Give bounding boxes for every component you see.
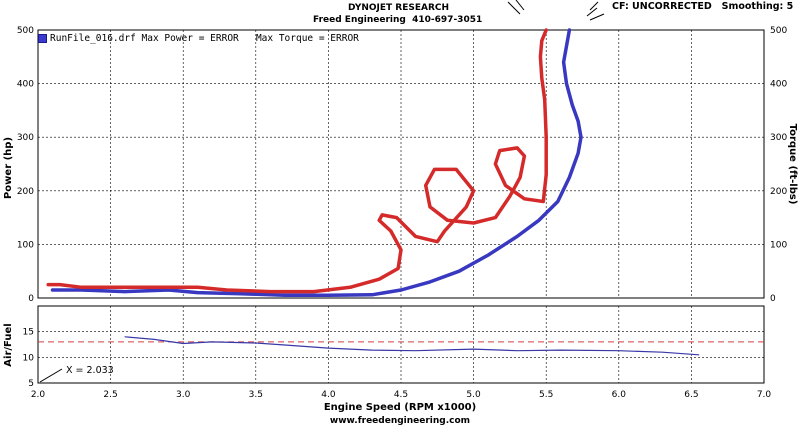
airfuel-tick-label: 10 — [23, 353, 35, 363]
x-axis-label: Engine Speed (RPM x1000) — [324, 402, 476, 413]
series-layer — [38, 28, 764, 383]
main-grid — [38, 30, 764, 298]
y-tick-label-right: 100 — [770, 240, 787, 250]
legend-swatch — [38, 34, 47, 43]
x-tick-label: 2.5 — [103, 390, 117, 400]
footer-url: www.freedengineering.com — [330, 416, 470, 425]
header-settings: CF: UNCORRECTED Smoothing: 5 — [612, 1, 794, 12]
y-tick-label-left: 500 — [17, 26, 34, 36]
axis-ticks: 2.0 2.5 3.0 3.5 4.0 4.5 5.0 5.5 6.0 6.5 7.00100200… — [17, 26, 788, 400]
torque-curve — [46, 28, 548, 294]
x-tick-label: 5.5 — [539, 390, 553, 400]
legend-run-label: RunFile_016.drf Max Power = — [50, 33, 211, 44]
burst-decoration — [507, 0, 605, 21]
y-tick-label-right: 0 — [770, 294, 776, 304]
cursor-line — [39, 368, 63, 383]
y-tick-label-left: 200 — [17, 187, 34, 197]
y-tick-label-left: 400 — [17, 80, 34, 90]
legend-max-torque-value: ERROR — [330, 33, 359, 44]
airfuel-tick-label: 15 — [23, 328, 34, 338]
y-tick-label-right: 400 — [770, 80, 787, 90]
x-tick-label: 6.5 — [684, 390, 698, 400]
legend-torque-label: Max Torque = — [255, 33, 331, 44]
x-tick-label: 3.5 — [249, 390, 263, 400]
header-title: DYNOJET RESEARCH — [348, 3, 450, 13]
x-tick-label: 7.0 — [757, 390, 772, 400]
y-tick-label-right: 200 — [770, 187, 787, 197]
y-tick-label-left: 0 — [28, 294, 34, 304]
y-axis-label-right: Torque (ft-lbs) — [787, 124, 798, 205]
airfuel-curve — [124, 336, 700, 356]
power-curve — [50, 28, 583, 298]
x-tick-label: 2.0 — [31, 390, 46, 400]
legend-spacer — [239, 33, 256, 44]
y-axis-label-left: Power (hp) — [3, 137, 14, 199]
x-tick-label: 6.0 — [612, 390, 627, 400]
x-tick-label: 3.0 — [176, 390, 191, 400]
y-tick-label-left: 100 — [17, 240, 34, 250]
x-tick-label: 4.0 — [321, 390, 336, 400]
y-tick-label-right: 300 — [770, 133, 787, 143]
air-fuel-grid — [38, 306, 764, 383]
y-tick-label-right: 500 — [770, 26, 787, 36]
x-tick-label: 5.0 — [466, 390, 481, 400]
y-axis-label-airfuel: Air/Fuel — [3, 323, 14, 366]
airfuel-tick-label: 5 — [28, 379, 34, 389]
legend-max-power-value: ERROR — [210, 33, 239, 44]
header-subtitle: Freed Engineering 410-697-3051 — [313, 15, 483, 25]
x-tick-label: 4.5 — [394, 390, 408, 400]
chart-legend: RunFile_016.drf Max Power = ERROR Max To… — [38, 33, 359, 44]
y-tick-label-left: 300 — [17, 133, 34, 143]
cursor-x-readout: X = 2.033 — [66, 365, 114, 376]
